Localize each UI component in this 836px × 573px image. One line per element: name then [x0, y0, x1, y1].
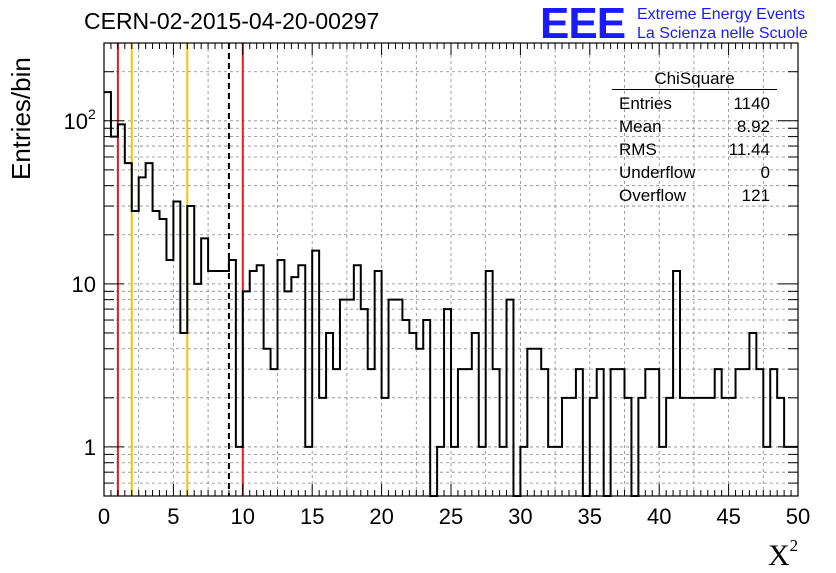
- x-tick-label: 35: [578, 504, 602, 529]
- x-tick-label: 15: [300, 504, 324, 529]
- stats-row: Overflow 121: [619, 186, 770, 205]
- y-axis-label: Entries/bin: [6, 57, 36, 180]
- stats-row: Underflow 0: [619, 163, 770, 182]
- eee-logo: EEE: [540, 0, 626, 48]
- grid: [104, 42, 798, 497]
- y-tick-label: 10: [64, 109, 88, 134]
- stats-row: RMS 11.44: [619, 140, 770, 159]
- x-tick-label: 40: [647, 504, 671, 529]
- x-tick-label: 45: [716, 504, 740, 529]
- stats-box: ChiSquare Entries 1140 Mean 8.92 RMS 11.44 …: [612, 68, 777, 207]
- x-axis-label: X2: [768, 536, 799, 572]
- plot-frame: [103, 42, 799, 497]
- x-tick-label: 50: [786, 504, 810, 529]
- stats-row: Mean 8.92: [619, 117, 770, 136]
- x-tick-label: 0: [98, 504, 110, 529]
- x-tick-label: 20: [369, 504, 393, 529]
- y-tick-label-exponent: 2: [88, 106, 96, 122]
- x-tick-label: 10: [231, 504, 255, 529]
- y-tick-label: 10: [72, 272, 96, 297]
- stats-row: Entries 1140: [619, 94, 770, 113]
- logo-line-2: La Scienza nelle Scuole: [637, 25, 808, 42]
- x-tick-label: 5: [167, 504, 179, 529]
- logo-line-1: Extreme Energy Events: [637, 6, 806, 23]
- chart-title: CERN-02-2015-04-20-00297: [84, 8, 380, 34]
- y-tick-label: 1: [84, 435, 96, 460]
- stats-header: ChiSquare: [612, 68, 777, 90]
- x-tick-label: 25: [439, 504, 463, 529]
- x-tick-label: 30: [508, 504, 532, 529]
